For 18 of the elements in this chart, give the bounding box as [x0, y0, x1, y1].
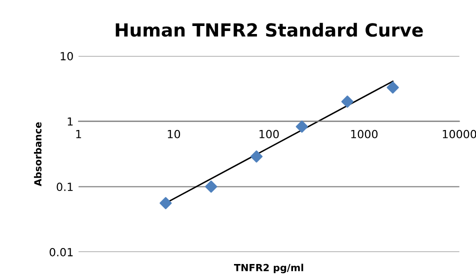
x-tick-label: 100	[260, 130, 279, 138]
point	[160, 197, 172, 210]
point	[250, 150, 263, 163]
y-tick-label: 0.01	[50, 248, 73, 256]
point	[386, 81, 399, 94]
y-tick-label: 10	[60, 52, 73, 60]
x-tick-label: 10000	[442, 130, 476, 138]
y-tick-label: 1	[68, 117, 73, 126]
point	[205, 180, 218, 193]
x-tick-label: 1	[76, 130, 82, 138]
point	[296, 120, 308, 133]
chart-title: Human TNFR2 Standard Curve	[116, 22, 423, 37]
x-tick-label: 10	[168, 130, 180, 138]
x-axis-title: TNFR2 pg/ml	[234, 264, 304, 274]
x-tick-label: 1000	[351, 130, 378, 138]
point	[341, 96, 354, 108]
y-tick-label: 0.1	[56, 182, 73, 192]
y-axis-title: Absorbance	[34, 122, 42, 186]
